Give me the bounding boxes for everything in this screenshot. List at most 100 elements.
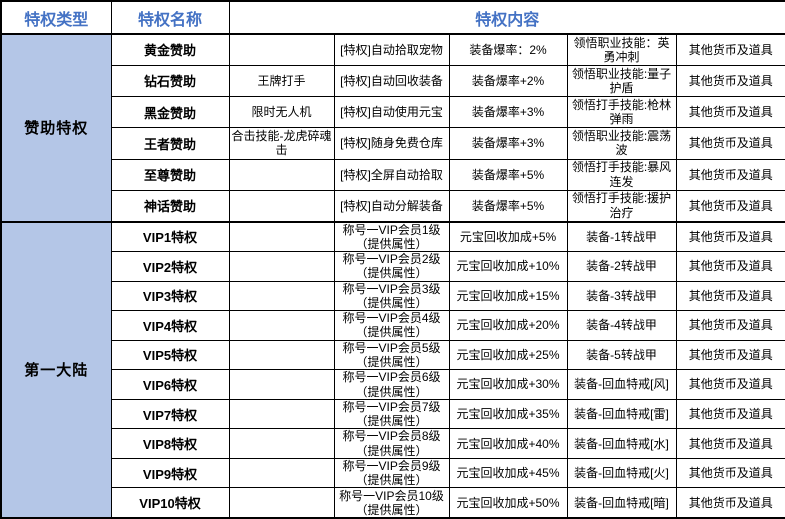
privilege-name-cell: 王者赞助 [110, 127, 230, 160]
content-cell [228, 189, 335, 223]
content-cell: 其他货币及道具 [675, 220, 785, 253]
content-cell: 其他货币及道具 [675, 95, 785, 129]
content-cell [228, 339, 335, 371]
content-cell: 领悟打手技能:援护治疗 [566, 189, 677, 223]
table-row: VIP10特权 称号一VIP会员10级（提供属性） 元宝回收加成+50% 装备-回血特… [1, 487, 785, 519]
content-cell: [特权]自动拾取宠物 [333, 33, 450, 66]
content-cell [228, 428, 335, 459]
content-cell [228, 398, 335, 430]
privilege-name-cell: 至尊赞助 [110, 158, 230, 191]
content-cell: 其他货币及道具 [675, 64, 785, 98]
privilege-name-cell: VIP3特权 [110, 280, 230, 312]
content-cell [228, 457, 335, 489]
content-cell: 元宝回收加成+10% [448, 251, 568, 282]
header-privilege-content: 特权内容 [228, 0, 785, 35]
content-cell: 装备爆率：2% [448, 33, 568, 66]
table-row: VIP5特权 称号一VIP会员5级（提供属性） 元宝回收加成+25% 装备-5转战甲其… [1, 339, 785, 371]
table-row: VIP2特权 称号一VIP会员2级（提供属性） 元宝回收加成+10% 装备-2转战甲其… [1, 251, 785, 282]
privilege-name-cell: 黑金赞助 [110, 95, 230, 129]
content-cell [228, 487, 335, 519]
privilege-name-cell: 神话赞助 [110, 189, 230, 223]
privilege-name-cell: VIP5特权 [110, 339, 230, 371]
content-cell: 称号一VIP会员9级（提供属性） [333, 457, 450, 489]
content-cell: [特权]自动使用元宝 [333, 95, 450, 129]
content-cell [228, 251, 335, 282]
content-cell: 元宝回收加成+5% [448, 220, 568, 253]
content-cell: 其他货币及道具 [675, 33, 785, 66]
table-row: VIP9特权 称号一VIP会员9级（提供属性） 元宝回收加成+45% 装备-回血特戒[… [1, 457, 785, 489]
content-cell: 装备-回血特戒[火] [566, 457, 677, 489]
content-cell: 装备-回血特戒[风] [566, 369, 677, 400]
content-cell: 元宝回收加成+40% [448, 428, 568, 459]
content-cell: 称号一VIP会员2级（提供属性） [333, 251, 450, 282]
table-row: 神话赞助 [特权]自动分解装备 装备爆率+5% 领悟打手技能:援护治疗 其他货币及道具 [1, 189, 785, 223]
content-cell: 其他货币及道具 [675, 310, 785, 341]
content-cell: 领悟职业技能：英勇冲刺 [566, 33, 677, 66]
content-cell: 其他货币及道具 [675, 428, 785, 459]
content-cell: 装备爆率+3% [448, 127, 568, 160]
table-row: 第一大陆 VIP1特权 称号一VIP会员1级（提供属性） 元宝回收加成+5% 装备-1转… [0, 220, 785, 519]
table-row: 至尊赞助 [特权]全屏自动拾取 装备爆率+5% 领悟打手技能:暴风连发 其他货币及道具 [1, 158, 785, 191]
content-cell: 元宝回收加成+50% [448, 487, 568, 519]
content-cell: 装备爆率+5% [448, 158, 568, 191]
content-cell [228, 33, 335, 66]
content-cell [228, 369, 335, 400]
content-cell: 其他货币及道具 [675, 457, 785, 489]
privilege-name-cell: VIP10特权 [110, 487, 230, 519]
privilege-name-cell: VIP7特权 [110, 398, 230, 430]
content-cell: [特权]自动回收装备 [333, 64, 450, 98]
content-cell: 其他货币及道具 [675, 398, 785, 430]
content-cell: 装备-回血特戒[水] [566, 428, 677, 459]
table-row: VIP6特权 称号一VIP会员6级（提供属性） 元宝回收加成+30% 装备-回血特戒[… [1, 369, 785, 400]
table-row: VIP8特权 称号一VIP会员8级（提供属性） 元宝回收加成+40% 装备-回血特戒[… [1, 428, 785, 459]
table-row: 黑金赞助 限时无人机 [特权]自动使用元宝 装备爆率+3% 领悟打手技能:枪林弹雨 其他货… [1, 95, 785, 129]
content-cell: 装备-回血特戒[雷] [566, 398, 677, 430]
privilege-name-cell: VIP1特权 [110, 220, 230, 253]
content-cell: 限时无人机 [228, 95, 335, 129]
content-cell: 其他货币及道具 [675, 158, 785, 191]
content-cell: [特权]随身免费仓库 [333, 127, 450, 160]
privilege-name-cell: VIP6特权 [110, 369, 230, 400]
table-row: 王者赞助 合击技能-龙虎碎魂击 [特权]随身免费仓库 装备爆率+3% 领悟职业技能:震荡… [1, 127, 785, 160]
table-row: 钻石赞助 王牌打手 [特权]自动回收装备 装备爆率+2% 领悟职业技能:量子护盾 其他货币… [1, 64, 785, 98]
content-cell: 合击技能-龙虎碎魂击 [228, 127, 335, 160]
table-row: VIP3特权 称号一VIP会员3级（提供属性） 元宝回收加成+15% 装备-3转战甲其… [1, 280, 785, 312]
content-cell: 装备爆率+5% [448, 189, 568, 223]
content-cell: 装备-回血特戒[暗] [566, 487, 677, 519]
content-cell: 领悟打手技能:暴风连发 [566, 158, 677, 191]
content-cell: 称号一VIP会员5级（提供属性） [333, 339, 450, 371]
content-cell [228, 158, 335, 191]
content-cell: 元宝回收加成+25% [448, 339, 568, 371]
content-cell: 领悟职业技能:震荡波 [566, 127, 677, 160]
content-cell: 其他货币及道具 [675, 251, 785, 282]
table-row: VIP4特权 称号一VIP会员4级（提供属性） 元宝回收加成+20% 装备-4转战甲其… [1, 310, 785, 341]
content-cell: 其他货币及道具 [675, 487, 785, 519]
content-cell: 元宝回收加成+20% [448, 310, 568, 341]
header-row: 特权类型 特权名称 特权内容 [0, 0, 785, 35]
privilege-name-cell: VIP2特权 [110, 251, 230, 282]
content-cell: 元宝回收加成+30% [448, 369, 568, 400]
content-cell: 称号一VIP会员1级（提供属性） [333, 220, 450, 253]
privilege-name-cell: 黄金赞助 [110, 33, 230, 66]
content-cell: 装备-2转战甲 [566, 251, 677, 282]
content-cell: 其他货币及道具 [675, 189, 785, 223]
table-row: VIP7特权 称号一VIP会员7级（提供属性） 元宝回收加成+35% 装备-回血特戒[… [1, 398, 785, 430]
content-cell: 装备-3转战甲 [566, 280, 677, 312]
header-privilege-name: 特权名称 [110, 0, 230, 35]
content-cell [228, 220, 335, 253]
content-cell: 领悟打手技能:枪林弹雨 [566, 95, 677, 129]
content-cell: 其他货币及道具 [675, 280, 785, 312]
privilege-name-cell: VIP9特权 [110, 457, 230, 489]
content-cell: [特权]全屏自动拾取 [333, 158, 450, 191]
content-cell: 领悟职业技能:量子护盾 [566, 64, 677, 98]
content-cell [228, 310, 335, 341]
content-cell: [特权]自动分解装备 [333, 189, 450, 223]
content-cell: 称号一VIP会员7级（提供属性） [333, 398, 450, 430]
content-cell: 王牌打手 [228, 64, 335, 98]
privilege-type-cell: 赞助特权 [0, 33, 112, 222]
content-cell: 元宝回收加成+35% [448, 398, 568, 430]
content-cell: 称号一VIP会员3级（提供属性） [333, 280, 450, 312]
content-cell: 称号一VIP会员6级（提供属性） [333, 369, 450, 400]
